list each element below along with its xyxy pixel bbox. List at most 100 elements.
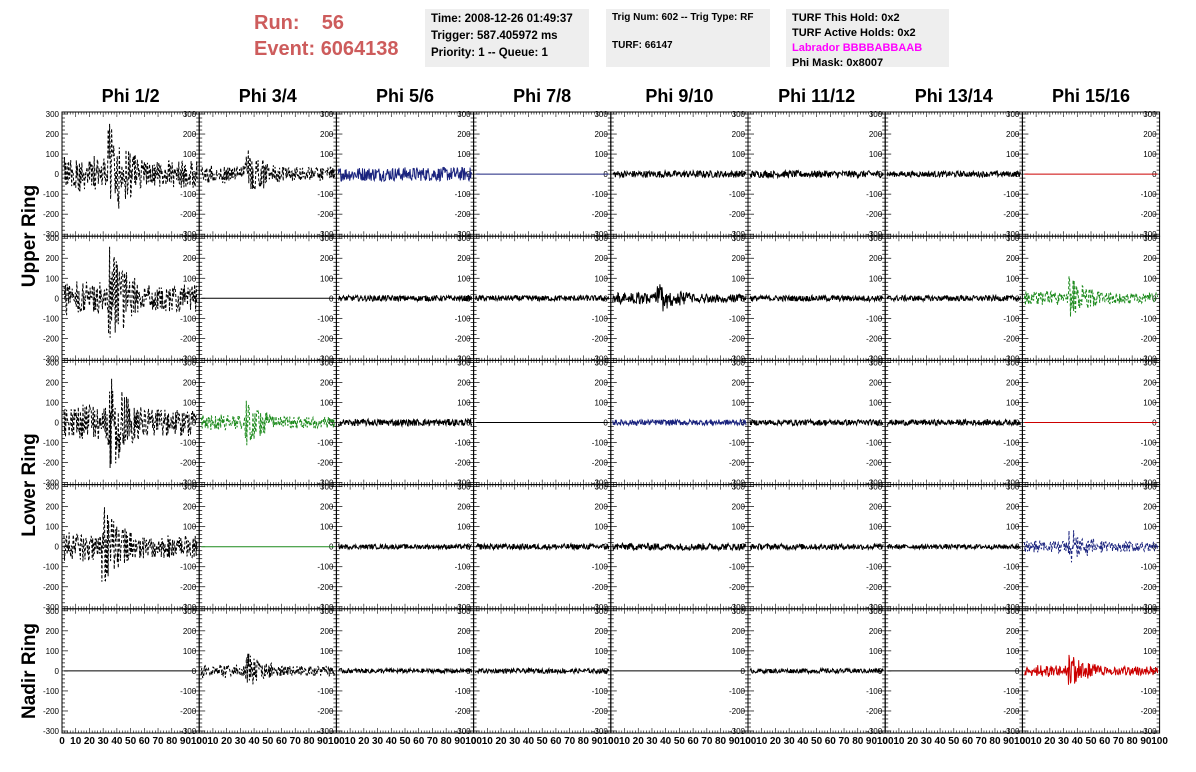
y-tick-label: 100 <box>457 398 471 407</box>
y-tick-label: 300 <box>46 358 60 367</box>
waveform-trace <box>612 168 747 179</box>
y-tick-label: 200 <box>320 254 334 263</box>
y-tick-label: 200 <box>457 378 471 387</box>
y-tick-label: -200 <box>1141 459 1158 468</box>
y-tick-label: 100 <box>732 274 746 283</box>
column-header: Phi 3/4 <box>238 86 297 106</box>
y-tick-label: 200 <box>1006 254 1020 263</box>
y-tick-label: 300 <box>320 234 334 243</box>
y-tick-label: 300 <box>46 483 60 492</box>
column-header: Phi 7/8 <box>513 86 572 106</box>
y-tick-label: -200 <box>317 459 334 468</box>
y-tick-label: 200 <box>46 130 60 139</box>
y-tick-label: 300 <box>594 483 608 492</box>
y-tick-label: 100 <box>183 150 197 159</box>
column-header: Phi 5/6 <box>375 86 435 106</box>
y-tick-label: 0 <box>192 419 197 428</box>
y-tick-label: 200 <box>732 130 746 139</box>
waveform-trace <box>63 507 198 582</box>
y-tick-label: 100 <box>46 150 60 159</box>
y-tick-label: 300 <box>1143 358 1157 367</box>
y-tick-label: -100 <box>317 314 334 323</box>
y-tick-label: -200 <box>1003 334 1020 343</box>
y-tick-label: -200 <box>455 583 472 592</box>
y-tick-label: -300 <box>43 479 60 488</box>
y-tick-label: -200 <box>592 459 609 468</box>
y-tick-label: 0 <box>192 294 197 303</box>
y-tick-label: 200 <box>46 503 60 512</box>
trigger-text: Trigger: 587.405972 ms <box>431 30 558 42</box>
turf-this-hold-text: TURF This Hold: 0x2 <box>792 12 900 24</box>
waveform-trace <box>1023 276 1159 317</box>
y-tick-label: 100 <box>1143 274 1157 283</box>
y-tick-label: 200 <box>869 378 883 387</box>
y-tick-label: 300 <box>457 483 471 492</box>
y-tick-label: -200 <box>1003 459 1020 468</box>
y-tick-label: 200 <box>46 254 60 263</box>
y-tick-label: -200 <box>455 334 472 343</box>
y-tick-label: 300 <box>732 358 746 367</box>
waveform-trace <box>338 293 473 303</box>
y-tick-label: 200 <box>183 378 197 387</box>
y-tick-label: 100 <box>869 150 883 159</box>
y-tick-label: 200 <box>320 130 334 139</box>
y-tick-label: -100 <box>317 439 334 448</box>
y-tick-label: 100 <box>1143 398 1157 407</box>
y-tick-label: 300 <box>457 110 471 119</box>
time-info-box: Time: 2008-12-26 01:49:37 Trigger: 587.4… <box>425 9 589 67</box>
y-tick-label: 100 <box>320 523 334 532</box>
y-tick-label: 0 <box>878 170 883 179</box>
y-tick-label: 300 <box>46 234 60 243</box>
y-tick-label: -100 <box>729 190 746 199</box>
waveform-trace <box>475 541 610 552</box>
y-tick-label: -200 <box>866 210 883 219</box>
turf-info-box: TURF This Hold: 0x2 TURF Active Holds: 0… <box>786 9 949 69</box>
y-tick-label: 0 <box>1152 294 1157 303</box>
y-tick-label: 100 <box>320 150 334 159</box>
y-tick-label: 300 <box>320 110 334 119</box>
column-header: Phi 9/10 <box>645 86 714 106</box>
waveform-trace <box>749 168 884 180</box>
y-tick-label: -100 <box>729 563 746 572</box>
y-tick-label: 100 <box>869 274 883 283</box>
y-tick-label: 200 <box>183 130 197 139</box>
y-tick-label: 300 <box>1143 234 1157 243</box>
y-tick-label: 200 <box>1143 254 1157 263</box>
y-tick-label: 100 <box>320 398 334 407</box>
y-tick-label: 0 <box>603 543 608 552</box>
waveform-trace <box>886 293 1021 303</box>
y-tick-label: 300 <box>183 234 197 243</box>
y-tick-label: 200 <box>869 254 883 263</box>
y-tick-label: 300 <box>732 110 746 119</box>
labrador-text: Labrador BBBBABBAAB <box>792 42 923 54</box>
run-event-block: Run: 56 Event: 6064138 <box>254 10 399 62</box>
y-tick-label: 100 <box>732 398 746 407</box>
y-tick-label: -100 <box>43 190 60 199</box>
y-tick-label: -200 <box>43 583 60 592</box>
waveform-trace <box>63 246 198 338</box>
y-tick-label: -100 <box>592 190 609 199</box>
column-header: Phi 1/2 <box>101 86 160 106</box>
run-value: 56 <box>321 12 345 34</box>
y-tick-label: 0 <box>466 419 471 428</box>
waveform-trace <box>200 400 335 446</box>
y-tick-label: 100 <box>1143 150 1157 159</box>
column-header: Phi 11/12 <box>778 86 856 106</box>
y-tick-label: -200 <box>43 210 60 219</box>
turf-text: TURF: 66147 <box>612 40 673 51</box>
y-tick-label: -300 <box>43 603 60 612</box>
waveform-panel: 300 200 100 0 -100 -200 -300 300 200 100 0 -100 -200… <box>43 358 200 488</box>
y-tick-label: 200 <box>1143 378 1157 387</box>
waveform-trace <box>63 378 198 469</box>
y-tick-label: 200 <box>46 378 60 387</box>
phi-mask-text: Phi Mask: 0x8007 <box>792 57 884 69</box>
y-tick-label: 200 <box>732 503 746 512</box>
